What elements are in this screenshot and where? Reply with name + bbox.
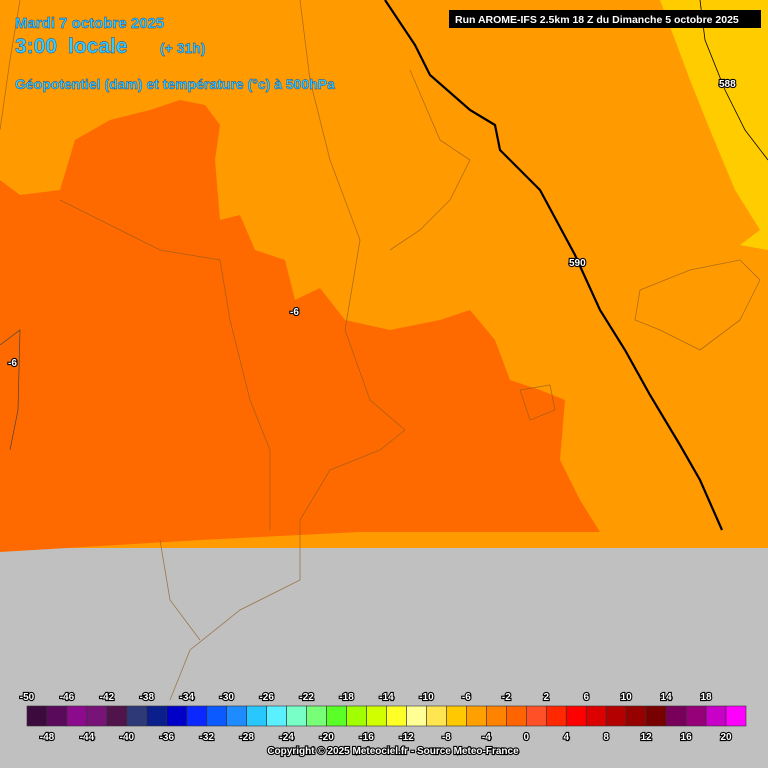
legend-swatch: [426, 705, 447, 727]
contour-label: 590: [569, 258, 586, 269]
legend-label: -50: [20, 692, 35, 703]
legend-swatch: [665, 705, 687, 727]
legend-swatch: [166, 705, 188, 727]
legend-label: -28: [239, 732, 254, 743]
legend-swatch: [526, 705, 547, 727]
contour-590: [384, 0, 724, 531]
legend-label: -30: [219, 692, 234, 703]
legend-swatch: [645, 705, 667, 727]
legend-swatch: [86, 705, 108, 727]
run-info: Run AROME-IFS 2.5km 18 Z du Dimanche 5 o…: [455, 14, 739, 26]
contour-label: -6: [290, 307, 299, 318]
temp-zone-yellow: [660, 0, 768, 250]
legend-label: 20: [720, 732, 732, 743]
legend-swatch: [286, 705, 307, 727]
legend-label: 18: [700, 692, 712, 703]
legend-swatch: [705, 705, 727, 727]
legend-swatch: [625, 705, 647, 727]
legend-label: -10: [419, 692, 434, 703]
legend-label: -40: [120, 732, 135, 743]
legend-label: -18: [339, 692, 354, 703]
legend-swatch: [226, 705, 247, 727]
legend-label: 16: [681, 732, 693, 743]
legend-label: -16: [359, 732, 374, 743]
legend-swatch: [26, 705, 48, 727]
parameter: Géopotentiel (dam) et température (°c) à…: [15, 76, 335, 92]
legend-swatch: [126, 705, 148, 727]
time: 3:00: [15, 35, 57, 58]
legend-swatch: [346, 705, 367, 727]
legend-swatch: [446, 705, 467, 727]
time-suffix: locale: [68, 35, 128, 58]
borders: [0, 0, 761, 701]
legend-label: 4: [563, 732, 569, 743]
contour-label: 588: [719, 79, 736, 90]
legend-swatch: [406, 705, 427, 727]
legend-label: -24: [279, 732, 294, 743]
legend-label: -36: [160, 732, 175, 743]
legend-label: -2: [502, 692, 511, 703]
legend-swatch: [326, 705, 347, 727]
date: Mardi 7 octobre 2025: [15, 15, 164, 32]
legend-label: 0: [524, 732, 530, 743]
legend-label: -20: [319, 732, 334, 743]
legend-label: 8: [603, 732, 609, 743]
legend-swatch: [246, 705, 267, 727]
legend-swatch: [725, 705, 747, 727]
legend-swatch: [266, 705, 287, 727]
legend-swatch: [106, 705, 128, 727]
legend-label: -48: [40, 732, 55, 743]
legend-swatch: [66, 705, 88, 727]
legend-swatch: [545, 705, 567, 727]
legend-label: 2: [543, 692, 549, 703]
legend-label: -22: [299, 692, 314, 703]
legend-label: -38: [140, 692, 155, 703]
legend-swatch: [605, 705, 627, 727]
legend-label: 6: [583, 692, 589, 703]
legend-label: 14: [661, 692, 673, 703]
contour-label: -6: [8, 358, 17, 369]
legend: -50-48-46-44-42-40-38-36-34-32-30-28-26-…: [19, 691, 747, 744]
legend-label: -42: [100, 692, 115, 703]
legend-swatch: [306, 705, 327, 727]
legend-swatch: [146, 705, 168, 727]
legend-label: -14: [379, 692, 394, 703]
contour-minus6: [0, 329, 21, 451]
copyright: Copyright © 2025 Meteociel.fr - Source M…: [267, 746, 519, 757]
legend-label: -46: [60, 692, 75, 703]
legend-label: 10: [621, 692, 633, 703]
legend-label: -44: [80, 732, 95, 743]
legend-label: -26: [259, 692, 274, 703]
legend-swatch: [585, 705, 607, 727]
legend-swatch: [565, 705, 587, 727]
legend-label: -4: [482, 732, 491, 743]
legend-label: -32: [200, 732, 215, 743]
lead-time: (+ 31h): [160, 40, 206, 56]
legend-label: -12: [399, 732, 414, 743]
legend-label: 12: [641, 732, 653, 743]
legend-swatch: [366, 705, 387, 727]
legend-swatch: [506, 705, 527, 727]
legend-label: -8: [442, 732, 451, 743]
temp-zone-dark: [0, 100, 600, 552]
legend-swatch: [186, 705, 208, 727]
legend-swatch: [466, 705, 487, 727]
run-box: [449, 10, 761, 28]
legend-label: -34: [180, 692, 195, 703]
legend-swatch: [206, 705, 228, 727]
legend-label: -6: [462, 692, 471, 703]
legend-swatch: [46, 705, 68, 727]
legend-swatch: [685, 705, 707, 727]
legend-swatch: [486, 705, 507, 727]
legend-swatch: [386, 705, 407, 727]
